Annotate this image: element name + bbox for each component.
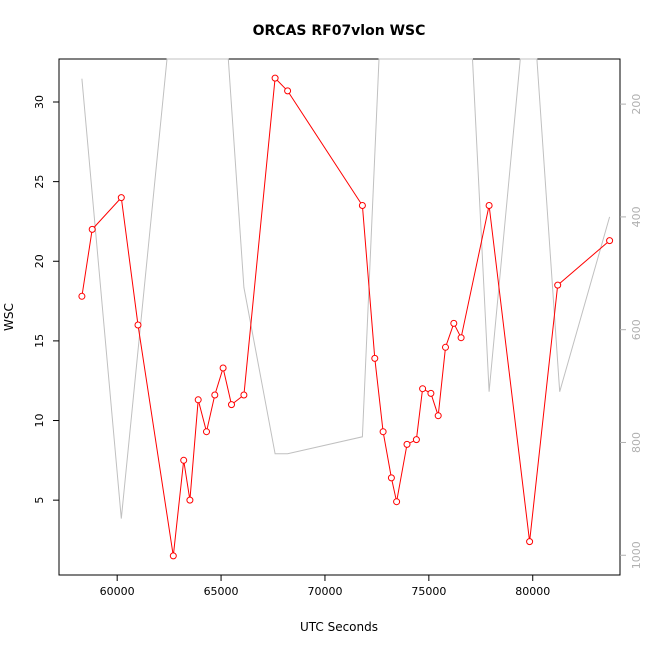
wsc-data-point <box>403 440 411 448</box>
x-tick-label: 65000 <box>204 585 239 598</box>
wsc-data-point <box>78 292 86 300</box>
wsc-data-point <box>442 343 449 351</box>
wsc-data-point <box>284 87 292 95</box>
wsc-data-point <box>219 364 227 372</box>
y2-tick-label: 600 <box>630 319 643 340</box>
wsc-data-point <box>606 237 614 245</box>
wsc-data-point <box>211 391 219 399</box>
wsc-data-point <box>358 202 366 209</box>
wsc-data-point <box>117 194 125 202</box>
wsc-data-point <box>457 334 465 342</box>
wsc-data-point <box>88 225 96 233</box>
wsc-data-point <box>427 389 435 397</box>
right-y-axis: 200 400 600 800 1000 <box>620 94 643 569</box>
wsc-data-point <box>371 354 379 362</box>
y-tick-label: 25 <box>33 175 46 189</box>
y2-tick-label: 1000 <box>630 541 643 569</box>
gray-series-layer <box>81 58 611 519</box>
wsc-data-point <box>554 281 562 289</box>
gray-series-line <box>81 58 611 519</box>
wsc-data-point <box>419 385 427 393</box>
wsc-series-line <box>81 76 610 556</box>
y-tick-label: 15 <box>33 334 46 348</box>
chart-title: ORCAS RF07vlon WSC <box>253 23 426 39</box>
wsc-data-point <box>393 498 401 506</box>
wsc-data-point <box>240 391 248 399</box>
wsc-data-point <box>194 396 202 404</box>
x-tick-label: 80000 <box>515 585 550 598</box>
red-series-layer <box>78 74 614 560</box>
y-tick-label: 10 <box>33 414 46 428</box>
y-axis-label: WSC <box>2 303 16 331</box>
wsc-data-point <box>228 401 235 409</box>
x-axis: 60000 65000 70000 75000 80000 <box>100 575 550 598</box>
x-tick-label: 60000 <box>100 585 135 598</box>
wsc-data-point <box>412 436 420 444</box>
x-tick-label: 75000 <box>411 585 446 598</box>
wsc-data-point <box>379 428 387 436</box>
x-tick-label: 70000 <box>307 585 342 598</box>
y2-tick-label: 400 <box>630 206 643 227</box>
wsc-data-point <box>186 496 194 504</box>
plot-frame <box>58 58 621 576</box>
y-tick-label: 30 <box>33 95 46 109</box>
wsc-data-point <box>134 321 142 329</box>
y-tick-label: 20 <box>33 254 46 268</box>
wsc-data-point <box>450 319 458 327</box>
y2-tick-label: 800 <box>630 432 643 453</box>
left-y-axis: 5 10 15 20 25 30 <box>33 95 59 504</box>
wsc-data-point <box>271 74 279 82</box>
x-axis-label: UTC Seconds <box>300 620 378 634</box>
wsc-data-point <box>180 456 188 464</box>
wsc-data-point <box>485 202 493 209</box>
wsc-data-point <box>203 428 210 436</box>
wsc-data-point <box>526 538 534 546</box>
y2-tick-label: 200 <box>630 94 643 115</box>
wsc-data-point <box>169 552 177 560</box>
wsc-data-point <box>434 412 442 420</box>
y-tick-label: 5 <box>33 497 46 504</box>
wsc-data-point <box>387 474 395 482</box>
